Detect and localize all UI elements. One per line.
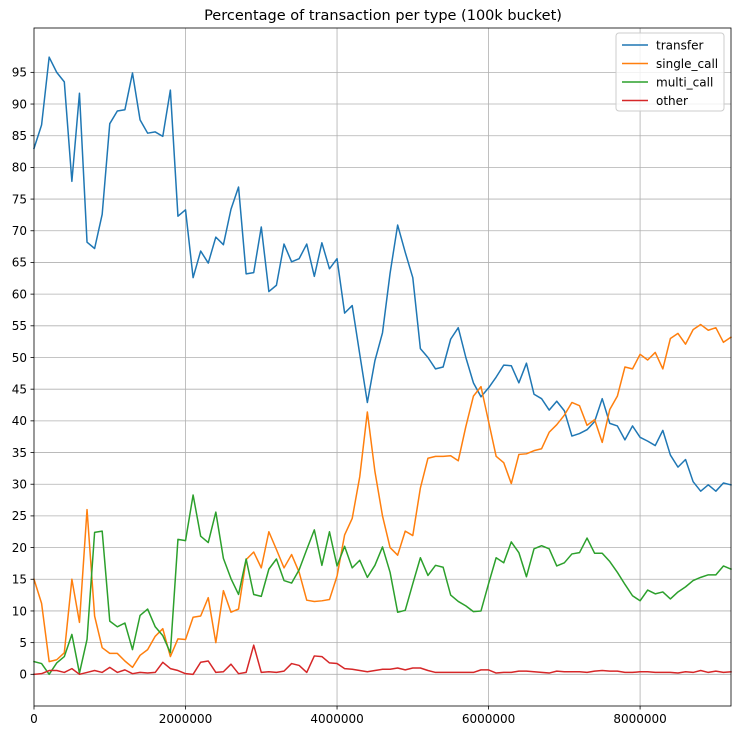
x-tick-label: 2000000 [159,712,212,726]
legend-label-transfer: transfer [656,38,703,52]
legend-label-other: other [656,94,688,108]
x-tick-label: 4000000 [310,712,363,726]
y-tick-label: 55 [12,319,27,333]
x-tick-label: 0 [30,712,38,726]
grid-lines [34,28,731,706]
y-tick-label: 45 [12,382,27,396]
series-line-multi-call [33,494,732,676]
y-tick-label: 35 [12,446,27,460]
axes-frame [33,27,732,707]
chart-title: Percentage of transaction per type (100k… [204,8,562,24]
y-tick-label: 60 [12,287,27,301]
x-tick-label: 6000000 [462,712,515,726]
series-line-transfer [33,56,732,492]
y-tick-label: 30 [12,478,27,492]
y-axis-ticks: 0 5 10 15 20 25 30 35 40 45 50 55 60 65 70 75 80 85 90 95 [12,66,34,682]
y-tick-label: 0 [19,668,27,682]
y-tick-label: 20 [12,541,27,555]
y-tick-label: 80 [12,161,27,175]
y-tick-label: 70 [12,224,27,238]
series-lines [33,56,733,676]
y-tick-label: 95 [12,66,27,80]
legend-label-single-call: single_call [656,57,718,71]
series-line-single-call [33,323,733,669]
legend-label-multi-call: multi_call [656,75,713,89]
y-tick-label: 15 [12,573,27,587]
plot-background [34,28,731,706]
axes-border [33,27,732,707]
y-tick-label: 85 [12,129,27,143]
y-tick-label: 75 [12,192,27,206]
y-tick-label: 90 [12,97,27,111]
y-tick-label: 25 [12,509,27,523]
legend-box [615,32,725,112]
x-tick-label: 8000000 [613,712,666,726]
y-tick-label: 5 [19,636,27,650]
x-axis-ticks: 0 2000000 4000000 6000000 8000000 [30,706,667,726]
y-tick-label: 40 [12,414,27,428]
y-tick-label: 10 [12,604,27,618]
y-tick-label: 50 [12,351,27,365]
y-tick-label: 65 [12,256,27,270]
plot-area [34,28,731,706]
series-line-other [33,644,732,676]
